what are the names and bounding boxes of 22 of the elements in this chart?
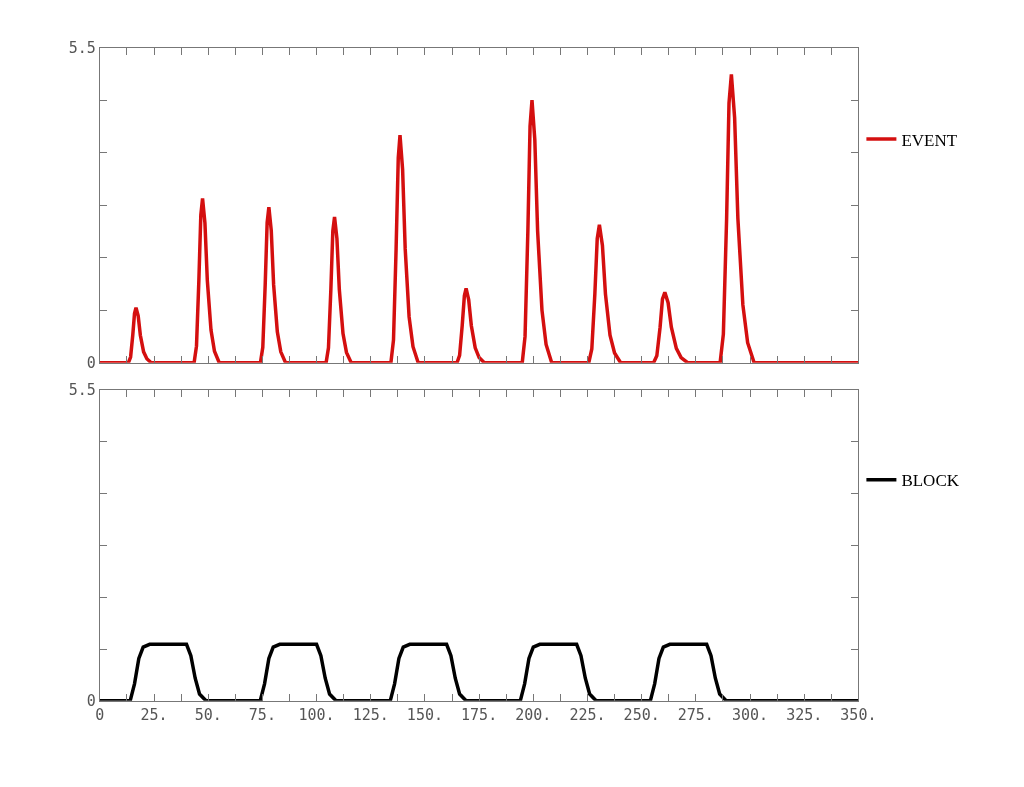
line-series bbox=[99, 72, 859, 363]
x-tick-label: 175. bbox=[461, 705, 498, 724]
x-tick-label: 350. bbox=[840, 705, 877, 724]
x-tick-label: 225. bbox=[569, 705, 606, 724]
x-tick-label: 125. bbox=[352, 705, 389, 724]
y-tick-label: 0 bbox=[86, 353, 96, 372]
x-tick-label: 25. bbox=[140, 705, 168, 724]
x-tick-label: 275. bbox=[677, 705, 714, 724]
x-tick-label: 50. bbox=[194, 705, 222, 724]
line-series bbox=[99, 642, 859, 701]
x-tick-label: 150. bbox=[406, 705, 443, 724]
legend-label: BLOCK bbox=[901, 471, 960, 491]
x-tick-label: 200. bbox=[515, 705, 552, 724]
x-tick-label: 75. bbox=[248, 705, 276, 724]
x-tick-label: 100. bbox=[298, 705, 335, 724]
legend-label: EVENT bbox=[901, 130, 958, 150]
x-tick-label: 250. bbox=[623, 705, 660, 724]
x-tick-label: 300. bbox=[731, 705, 769, 724]
x-tick-label: 325. bbox=[786, 705, 823, 724]
y-tick-label: 5.5 bbox=[68, 381, 96, 400]
y-tick-label: 0 bbox=[86, 692, 96, 711]
y-tick-label: 5.5 bbox=[68, 39, 96, 58]
